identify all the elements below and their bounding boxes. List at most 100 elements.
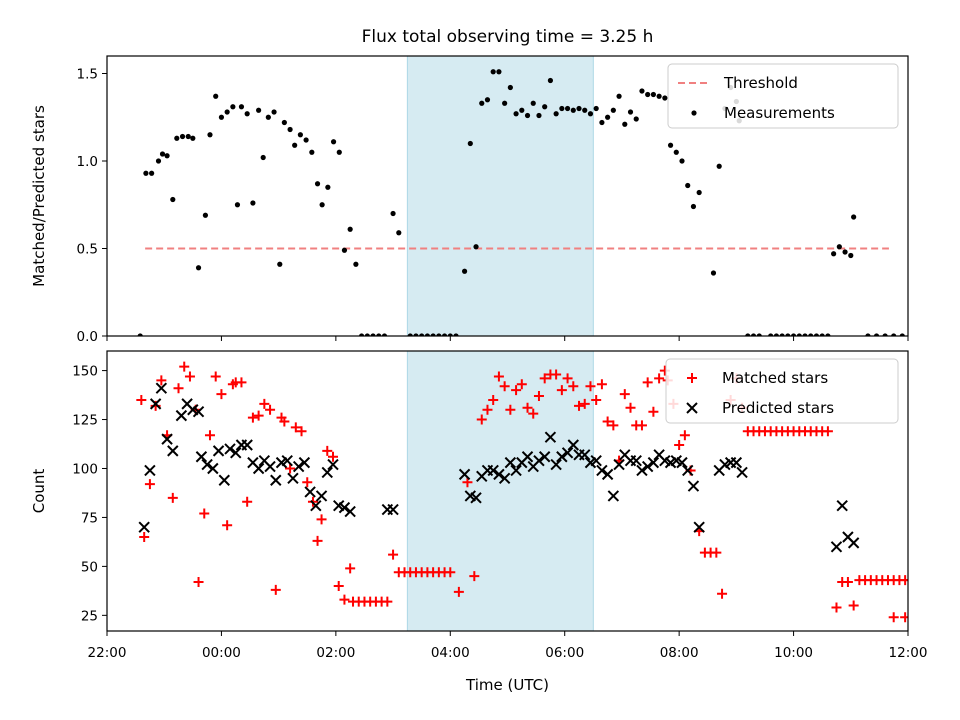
matched-star-point [900, 612, 908, 623]
legend: Threshold Measurements [667, 63, 899, 129]
matched-star-point [316, 514, 327, 525]
matched-star-point [602, 416, 613, 427]
measurement-point [667, 142, 674, 148]
predicted-star-point [630, 454, 642, 467]
measurement-point [587, 111, 594, 117]
legend-box [667, 63, 899, 129]
measurement-point [244, 111, 250, 117]
measurement-point [319, 202, 325, 208]
x-tick-label: 06:00 [545, 645, 584, 661]
measurement-point [593, 105, 599, 112]
measurement-point [599, 119, 605, 126]
measurement-point [825, 333, 831, 336]
y-tick-label: 1.5 [77, 67, 98, 83]
matched-star-point [596, 379, 607, 390]
x-tick-label: 02:00 [316, 645, 355, 661]
matched-star-point [247, 412, 258, 423]
predicted-star-point [504, 456, 517, 469]
measurement-point [576, 105, 582, 112]
measurement-point [218, 114, 225, 120]
legend-matched-swatch [687, 373, 697, 383]
matched-star-point [445, 567, 456, 578]
matched-star-point [585, 381, 596, 392]
predicted-star-point [470, 492, 482, 504]
measurement-point [768, 333, 774, 336]
observing-window-shade [406, 350, 594, 632]
measurement-point [325, 184, 331, 190]
matched-star-point [923, 612, 933, 622]
matched-star-point [946, 575, 956, 585]
measurement-point [564, 105, 571, 112]
predicted-star-point [550, 458, 562, 471]
predicted-star-point [155, 382, 168, 394]
predicted-star-point [175, 409, 188, 422]
y-tick-label: 125 [72, 413, 98, 429]
matched-star-point [199, 508, 210, 519]
matched-star-point [912, 612, 922, 622]
matched-star-point [333, 580, 344, 591]
legend-entry-label: Matched stars [722, 369, 828, 387]
measurement-point [685, 182, 691, 189]
predicted-star-point [647, 456, 660, 469]
x-tick-label: 08:00 [660, 645, 699, 661]
predicted-star-point [676, 456, 688, 469]
measurement-point [616, 93, 622, 99]
matched-star-point [522, 402, 533, 413]
measurement-point [570, 107, 576, 113]
y-tick-label: 150 [72, 364, 98, 380]
measurement-point [507, 84, 513, 91]
series-predicted-stars [138, 382, 860, 553]
measurement-point [473, 244, 479, 250]
predicted-star-point [315, 490, 328, 502]
measurement-point [836, 244, 842, 250]
measurement-point [622, 121, 628, 127]
measurement-point [848, 252, 854, 259]
matched-star-point [642, 377, 653, 388]
predicted-star-point [270, 474, 282, 486]
matched-star-point [270, 584, 281, 595]
measurement-point [277, 261, 283, 267]
measurement-point [407, 333, 413, 336]
predicted-star-point [836, 499, 848, 512]
measurement-point [190, 135, 196, 141]
legend-entry-label: Threshold [723, 74, 798, 92]
matched-star-point [279, 416, 290, 427]
matched-star-point [568, 381, 579, 392]
measurement-point [256, 107, 262, 113]
matched-star-point [469, 571, 480, 582]
measurement-point [940, 333, 945, 338]
predicted-star-point [579, 449, 591, 461]
measurement-point [882, 333, 888, 336]
predicted-star-point [561, 447, 574, 459]
predicted-star-point [161, 433, 173, 445]
measurement-point [553, 111, 559, 117]
matched-star-point [453, 586, 464, 597]
measurement-point [610, 107, 616, 113]
matched-star-point [144, 479, 155, 490]
measurement-point [690, 203, 697, 210]
predicted-star-point [567, 439, 580, 451]
predicted-star-point [596, 464, 608, 477]
predicted-star-point [167, 445, 179, 457]
measurement-point [513, 111, 519, 117]
axes-frame [106, 350, 909, 632]
x-tick-label: 22:00 [88, 645, 127, 661]
legend-measurement-swatch [691, 110, 697, 116]
matched-star-point [150, 400, 161, 411]
predicted-star-point [304, 486, 316, 498]
matched-star-point [312, 535, 323, 546]
predicted-star-point [252, 462, 265, 475]
predicted-star-point [510, 464, 522, 477]
measurement-point [934, 333, 939, 338]
predicted-star-point [607, 490, 620, 502]
measurement-point [164, 153, 170, 159]
predicted-star-point [149, 398, 162, 410]
predicted-star-point [636, 464, 648, 477]
predicted-star-point [224, 443, 236, 455]
matched-star-point [236, 377, 247, 388]
predicted-star-point [264, 460, 276, 473]
measurement-point [155, 158, 162, 164]
measurement-point [370, 333, 376, 336]
matched-star-point [339, 594, 350, 605]
